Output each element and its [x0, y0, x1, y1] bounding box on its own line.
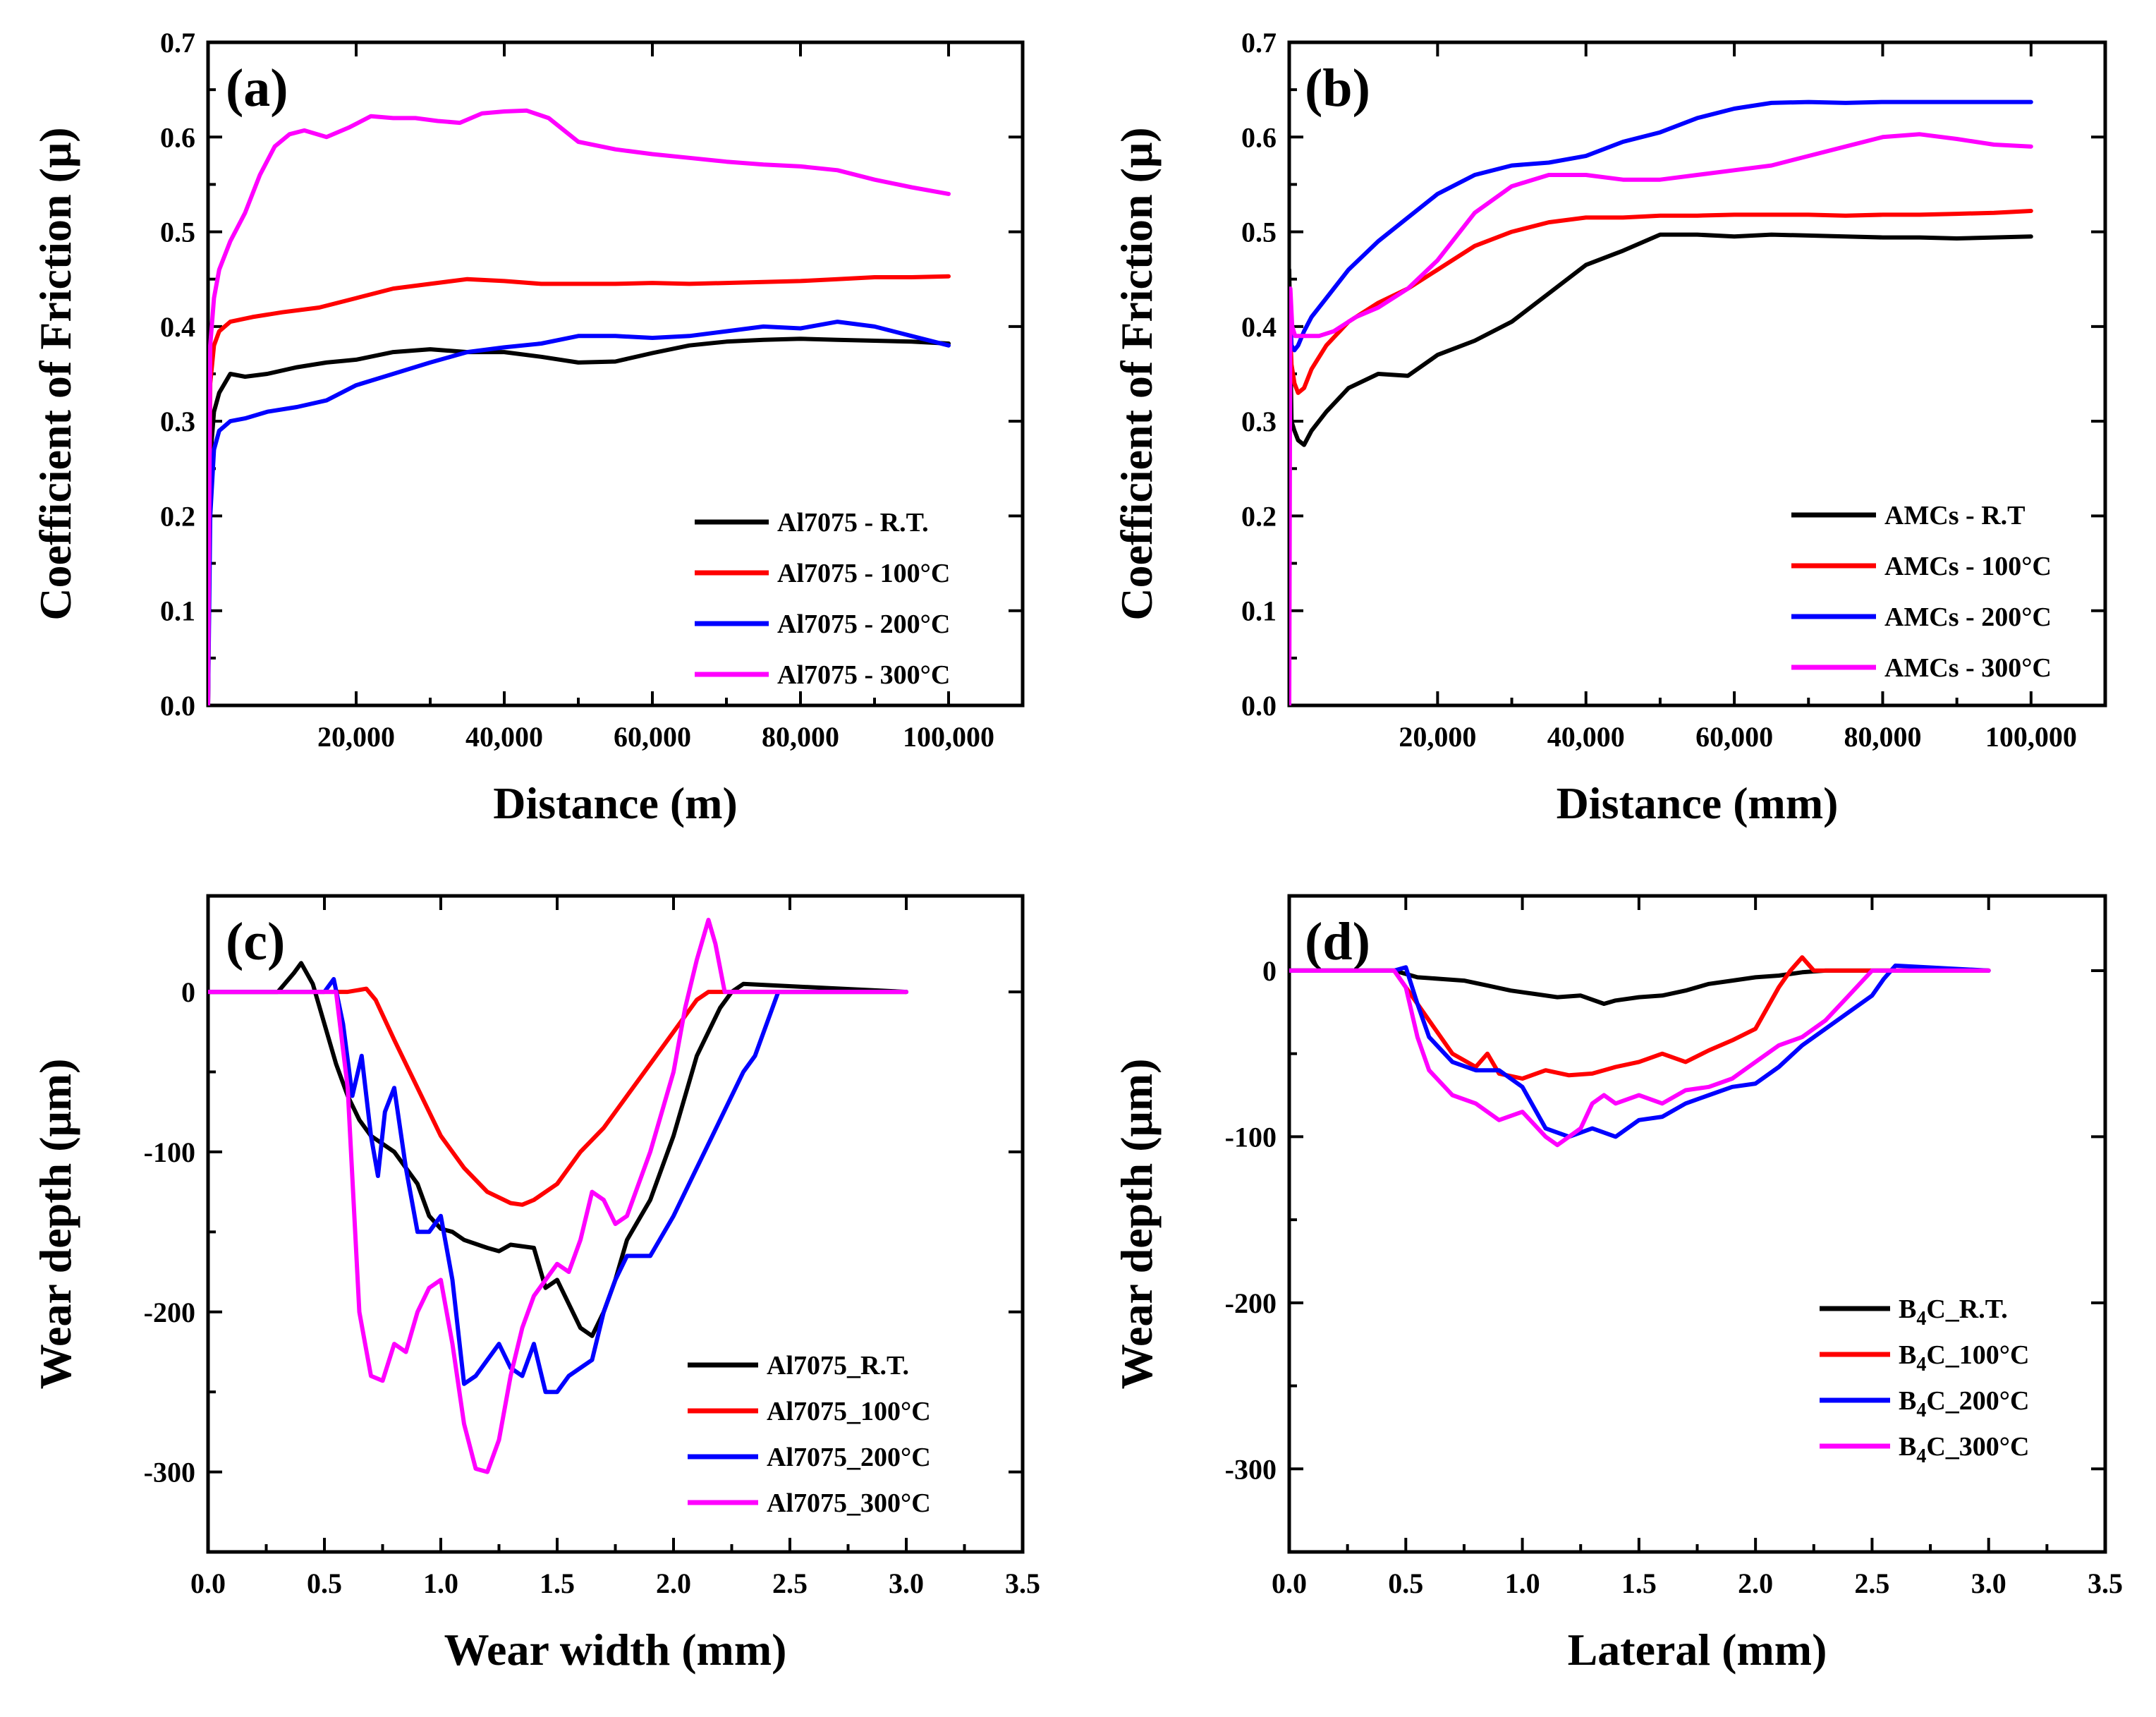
y-axis-title: Wear depth (μm) [30, 1059, 80, 1390]
panel-d: 0.0 0.5 1.0 1.5 2.0 2.5 3.0 3.5 0 -100 -200 -300 Lat… [1112, 894, 2123, 1675]
series-line [1289, 99, 2033, 353]
y-tick-label: 0.6 [160, 121, 195, 153]
x-axis-title: Lateral (mm) [1568, 1625, 1827, 1675]
y-tick-label: -200 [1225, 1287, 1277, 1319]
y-tick-label: 0.3 [1241, 406, 1277, 437]
series-line [208, 320, 951, 705]
y-tick-label: 0.5 [1241, 217, 1277, 248]
legend-label: Al7075 - 300°C [777, 660, 950, 690]
x-tick-label: 2.5 [1854, 1567, 1889, 1599]
legend-label: Al7075 - 200°C [777, 609, 950, 639]
y-tick-label: 0.1 [160, 595, 195, 627]
x-tick-label: 40,000 [465, 721, 543, 753]
x-tick-label: 1.0 [1505, 1567, 1540, 1599]
y-tick-label: 0.6 [1241, 121, 1277, 153]
legend-label: Al7075 - 100°C [777, 559, 950, 588]
panel-c: 0.0 0.5 1.0 1.5 2.0 2.5 3.0 3.5 0 -100 -200 -300 Wea… [30, 894, 1040, 1675]
y-tick-label: 0.3 [160, 406, 195, 437]
y-tick-label: 0.4 [1241, 311, 1277, 343]
y-tick-label: -300 [1225, 1453, 1277, 1485]
legend-label: Al7075 - R.T. [777, 508, 929, 538]
x-tick-label: 0.0 [190, 1567, 226, 1599]
series-line [1289, 232, 2033, 447]
x-axis-title: Distance (mm) [1557, 778, 1839, 828]
x-tick-label: 1.5 [1621, 1567, 1657, 1599]
x-tick-label: 100,000 [903, 721, 994, 753]
x-tick-label: 60,000 [1695, 721, 1773, 753]
legend-label: B4C_200°C [1899, 1386, 2029, 1421]
series-line [208, 986, 908, 1207]
panel-a: 20,000 40,000 60,000 80,000 100,000 0.0 0.1 0.2… [30, 27, 1025, 828]
legend-label: B4C_R.T. [1899, 1294, 2008, 1330]
series-line [1289, 963, 1991, 1139]
y-tick-label: 0.5 [160, 217, 195, 248]
series-line [208, 918, 908, 1474]
legend-label: Al7075_R.T. [767, 1351, 909, 1381]
plot-frame [206, 40, 1025, 708]
panel-letter: (b) [1305, 59, 1370, 118]
legend-label: Al7075_300°C [767, 1488, 931, 1518]
y-tick-label: -200 [144, 1297, 195, 1328]
y-tick-label: 0.1 [1241, 595, 1277, 627]
x-tick-label: 3.0 [889, 1567, 924, 1599]
panel-letter: (a) [226, 59, 288, 118]
y-tick-label: 0.4 [160, 311, 195, 343]
y-tick-label: -100 [144, 1136, 195, 1168]
x-tick-label: 1.5 [540, 1567, 575, 1599]
legend-label: AMCs - 100°C [1884, 552, 2052, 581]
x-tick-label: 80,000 [1844, 721, 1921, 753]
y-tick-label: 0.7 [160, 27, 195, 59]
x-tick-label: 40,000 [1547, 721, 1625, 753]
y-tick-label: 0.0 [1241, 690, 1277, 722]
legend-label: AMCs - 200°C [1884, 602, 2052, 632]
x-tick-label: 0.5 [307, 1567, 342, 1599]
x-tick-label: 2.0 [656, 1567, 691, 1599]
panel-letter: (c) [226, 912, 285, 971]
y-tick-label: 0.7 [1241, 27, 1277, 59]
panel-letter: (d) [1305, 912, 1370, 971]
x-tick-label: 0.0 [1272, 1567, 1307, 1599]
series-line [208, 274, 951, 705]
series-line [1289, 955, 1991, 1081]
y-tick-label: 0.2 [1241, 500, 1277, 532]
y-axis-title: Coefficient of Friction (μ) [30, 127, 80, 620]
y-tick-label: -100 [1225, 1121, 1277, 1153]
x-tick-label: 20,000 [1399, 721, 1476, 753]
legend-label: Al7075_200°C [767, 1443, 931, 1472]
legend-label: AMCs - R.T [1884, 501, 2025, 530]
legend-label: AMCs - 300°C [1884, 653, 2052, 683]
x-tick-label: 2.0 [1738, 1567, 1773, 1599]
x-tick-label: 3.5 [1005, 1567, 1040, 1599]
x-axis-title: Wear width (mm) [444, 1625, 787, 1675]
legend-label: B4C_300°C [1899, 1432, 2029, 1467]
series-line [208, 961, 908, 1338]
legend-label: B4C_100°C [1899, 1340, 2029, 1376]
series-line [208, 336, 951, 705]
x-axis-title: Distance (m) [493, 778, 738, 828]
y-tick-label: -300 [144, 1457, 195, 1488]
x-tick-label: 1.0 [423, 1567, 458, 1599]
x-tick-label: 80,000 [762, 721, 839, 753]
x-tick-label: 3.5 [2088, 1567, 2123, 1599]
series-line [1289, 968, 1991, 1006]
x-tick-label: 20,000 [317, 721, 395, 753]
y-tick-label: 0 [181, 976, 195, 1008]
y-tick-label: 0.2 [160, 500, 195, 532]
series-line [1289, 968, 1991, 1148]
y-axis-title: Coefficient of Friction (μ) [1112, 127, 1162, 620]
y-tick-label: 0 [1262, 955, 1277, 987]
series-line [1289, 132, 2033, 705]
x-tick-label: 2.5 [772, 1567, 808, 1599]
y-tick-label: 0.0 [160, 690, 195, 722]
x-tick-label: 100,000 [1985, 721, 2077, 753]
panel-b: 20,000 40,000 60,000 80,000 100,000 0.0 0.1 0.2… [1112, 27, 2107, 828]
series-line [1289, 209, 2033, 395]
y-axis-title: Wear depth (μm) [1112, 1059, 1162, 1390]
x-tick-label: 0.5 [1388, 1567, 1423, 1599]
series-line [208, 108, 951, 705]
legend-label: Al7075_100°C [767, 1397, 931, 1426]
x-tick-label: 60,000 [614, 721, 691, 753]
x-tick-label: 3.0 [1971, 1567, 2006, 1599]
